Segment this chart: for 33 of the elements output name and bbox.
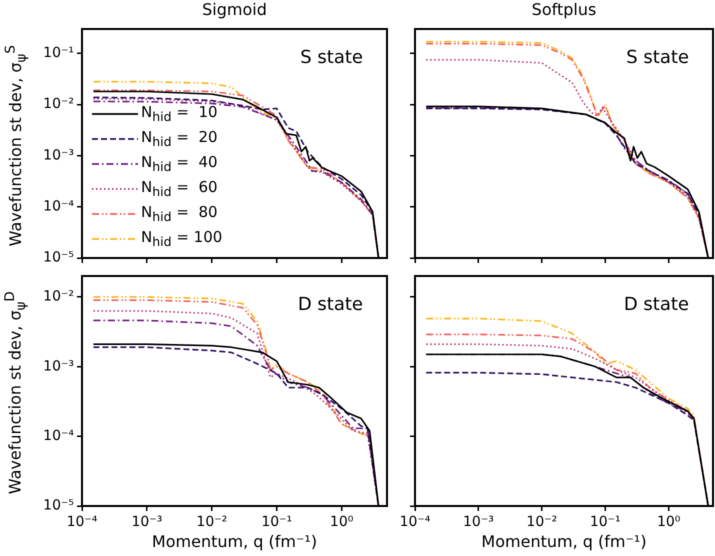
x-tick-label: 10⁻²	[196, 514, 228, 530]
x-tick-label: 10⁻⁴	[66, 514, 98, 530]
y-tick-label: 10⁻³	[43, 147, 74, 164]
legend-label: N$_{hid}$ = 100	[141, 228, 222, 249]
x-tick-label: 10⁻³	[131, 514, 162, 530]
legend-label: N$_{hid}$ = 60	[141, 178, 218, 199]
legend-label: N$_{hid}$ = 20	[141, 128, 218, 149]
x-axis-title: Momentum, q (fm⁻¹)	[480, 532, 648, 551]
x-tick-label: 10⁻¹	[261, 514, 292, 530]
y-tick-label: 10⁻⁵	[43, 498, 74, 514]
y-tick-label: 10⁻¹	[43, 45, 74, 62]
legend-label: N$_{hid}$ = 80	[141, 203, 218, 224]
y-tick-label: 10⁻²	[43, 288, 74, 305]
x-axis-title: Momentum, q (fm⁻¹)	[150, 532, 318, 551]
x-tick-label: 10⁻¹	[590, 514, 621, 530]
annotation: S state	[626, 47, 689, 68]
chart-title: Sigmoid	[201, 0, 268, 19]
chart-title: Softplus	[530, 0, 598, 19]
legend-label: N$_{hid}$ = 40	[141, 153, 218, 174]
x-tick-label: 10⁻⁴	[400, 514, 431, 530]
x-tick-label: 10⁻³	[463, 514, 494, 530]
legend-label: N$_{hid}$ = 10	[141, 103, 218, 124]
y-tick-label: 10⁻²	[43, 96, 74, 112]
y-tick-label: 10⁻⁴	[43, 198, 74, 214]
y-tick-label: 10⁻⁴	[43, 428, 74, 444]
x-tick-label: 10⁰	[656, 514, 681, 530]
y-tick-label: 10⁻⁵	[43, 250, 74, 266]
annotation: S state	[300, 47, 363, 68]
annotation: D state	[624, 294, 689, 315]
x-tick-label: 10⁻²	[526, 514, 558, 530]
x-tick-label: 10⁰	[330, 514, 354, 530]
annotation: D state	[298, 294, 363, 315]
y-tick-label: 10⁻³	[43, 358, 74, 374]
